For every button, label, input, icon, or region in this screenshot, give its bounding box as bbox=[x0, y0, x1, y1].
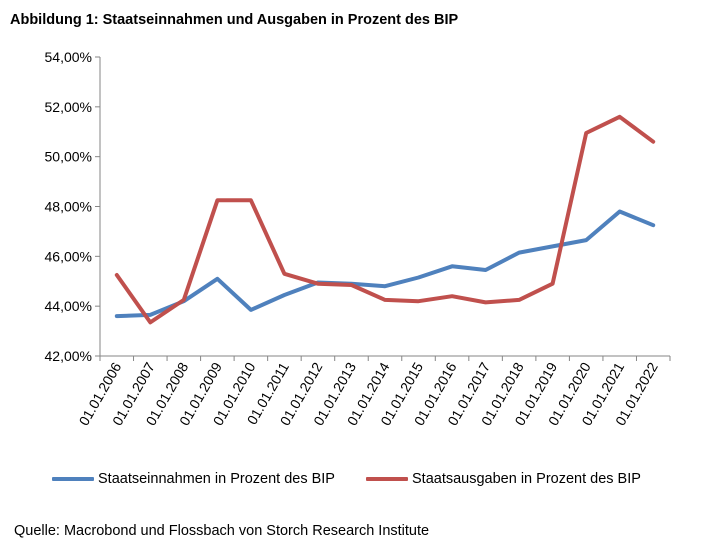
chart-title: Abbildung 1: Staatseinnahmen und Ausgabe… bbox=[10, 12, 459, 28]
y-tick-label: 48,00% bbox=[45, 199, 92, 215]
series-line-0 bbox=[114, 209, 656, 319]
legend-swatch-expenditure bbox=[366, 477, 408, 481]
y-tick-label: 42,00% bbox=[45, 348, 92, 364]
legend-label-revenue: Staatseinnahmen in Prozent des BIP bbox=[98, 471, 335, 487]
x-axis-ticks: 01.01.200601.01.200701.01.200801.01.2009… bbox=[75, 356, 671, 428]
line-chart: 42,00% 44,00% 46,00% 48,00% 50,00% 52,00% 54,0… bbox=[45, 49, 671, 428]
y-axis-ticks: 42,00% 44,00% 46,00% 48,00% 50,00% 52,00% 54,0… bbox=[45, 49, 100, 364]
y-tick-label: 54,00% bbox=[45, 49, 92, 65]
y-tick-label: 50,00% bbox=[45, 149, 92, 165]
legend-swatch-revenue bbox=[52, 477, 94, 481]
chart-legend: Staatseinnahmen in Prozent des BIP Staat… bbox=[0, 471, 721, 493]
legend-item-revenue: Staatseinnahmen in Prozent des BIP bbox=[52, 471, 335, 487]
y-tick-label: 46,00% bbox=[45, 248, 92, 264]
y-tick-label: 52,00% bbox=[45, 99, 92, 115]
y-tick-label: 44,00% bbox=[45, 298, 92, 314]
series-line-1 bbox=[114, 114, 656, 325]
source-note: Quelle: Macrobond und Flossbach von Stor… bbox=[14, 523, 430, 539]
legend-label-expenditure: Staatsausgaben in Prozent des BIP bbox=[412, 471, 641, 487]
legend-item-expenditure: Staatsausgaben in Prozent des BIP bbox=[366, 471, 641, 487]
series-lines bbox=[114, 114, 656, 325]
chart-axes bbox=[99, 57, 670, 357]
